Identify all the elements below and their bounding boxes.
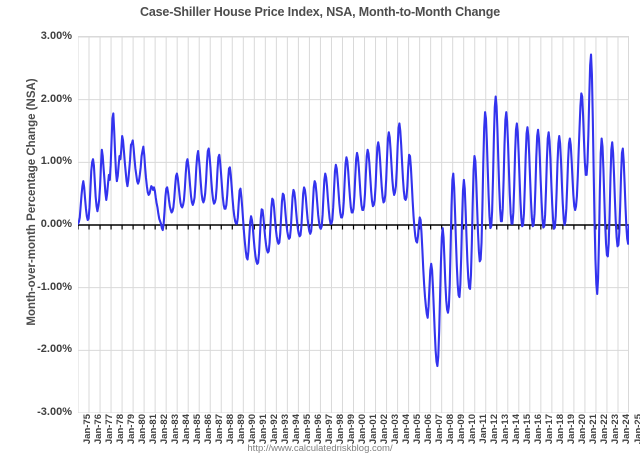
x-axis-tick-label: Jan-04	[401, 414, 413, 445]
x-axis-tick-label: Jan-91	[257, 414, 269, 445]
x-axis-tick-label: Jan-19	[566, 414, 578, 445]
y-axis-tick-label: -2.00%	[37, 343, 72, 356]
x-axis-tick-label: Jan-92	[268, 414, 280, 445]
x-axis-tick-label: Jan-98	[334, 414, 346, 445]
x-axis-tick-label: Jan-16	[533, 414, 545, 445]
x-axis-tick-label: Jan-03	[390, 414, 402, 445]
x-axis-tick-label: Jan-88	[224, 414, 236, 445]
x-axis-tick-label: Jan-80	[136, 414, 148, 445]
x-axis-tick-label: Jan-99	[345, 414, 357, 445]
x-axis-tick-label: Jan-96	[312, 414, 324, 445]
y-axis-tick-label: 3.00%	[40, 30, 72, 42]
x-axis-tick-label: Jan-89	[235, 414, 247, 445]
y-axis-tick-labels: 3.00% 2.00% 1.00% 0.00% -1.00% -2.00% -3.00%	[6, 0, 72, 459]
x-axis-tick-label: Jan-11	[478, 414, 490, 444]
y-axis-tick-label: 0.00%	[40, 218, 72, 230]
x-axis-tick-label: Jan-95	[301, 414, 313, 445]
x-axis-tick-label: Jan-93	[279, 414, 291, 445]
x-axis-tick-label: Jan-82	[158, 414, 170, 445]
x-axis-tick-label: Jan-01	[368, 414, 380, 445]
y-axis-tick-label: 1.00%	[40, 155, 72, 168]
y-axis-tick-label: -3.00%	[37, 406, 72, 418]
x-axis-tick-label: Jan-78	[114, 414, 126, 445]
x-axis-tick-label: Jan-22	[599, 414, 611, 445]
x-axis-tick-label: Jan-85	[191, 414, 203, 445]
chart-plot-svg	[78, 37, 629, 413]
x-axis-tick-label: Jan-12	[489, 414, 501, 445]
x-axis-tick-label: Jan-90	[246, 414, 258, 445]
y-axis-tick-label: 2.00%	[40, 92, 72, 105]
x-axis-tick-label: Jan-76	[92, 414, 104, 445]
x-axis-tick-label: Jan-13	[500, 414, 512, 445]
x-axis-tick-label: Jan-77	[103, 414, 115, 445]
x-axis-tick-label: Jan-21	[588, 414, 600, 445]
x-axis-tick-label: Jan-75	[81, 414, 93, 445]
data-series-line	[78, 53, 629, 368]
x-axis-tick-label: Jan-08	[445, 414, 457, 445]
source-note: http://www.calculatedriskblog.com/	[247, 443, 393, 454]
x-axis-tick-label: Jan-05	[412, 414, 424, 445]
chart-title: Case-Shiller House Price Index, NSA, Mon…	[139, 5, 501, 19]
x-axis-tick-label: Jan-81	[147, 414, 159, 445]
x-axis-tick-label: Jan-18	[555, 414, 567, 445]
y-axis-tick-label: -1.00%	[37, 280, 72, 293]
x-axis-tick-label: Jan-17	[544, 414, 556, 445]
x-axis-tick-label: Jan-14	[511, 414, 523, 445]
x-axis-tick-label: Jan-87	[213, 414, 225, 445]
x-axis-tick-label: Jan-09	[456, 414, 468, 445]
x-axis-tick-label: Jan-20	[577, 414, 589, 445]
x-axis-tick-label: Jan-10	[467, 414, 479, 445]
x-axis-tick-label: Jan-07	[434, 414, 446, 445]
x-axis-tick-label: Jan-94	[290, 414, 302, 445]
x-axis-tick-label: Jan-02	[379, 414, 391, 445]
x-axis-tick-label: Jan-24	[621, 414, 633, 445]
x-axis-tick-label: Jan-84	[180, 414, 192, 445]
x-axis-tick-label: Jan-97	[323, 414, 335, 445]
x-axis-tick-label: Jan-83	[169, 414, 181, 445]
horizontal-gridlines	[78, 37, 629, 413]
x-axis-tick-label: Jan-15	[522, 414, 534, 445]
plot-area	[78, 36, 629, 413]
x-axis-tick-label: Jan-00	[357, 414, 368, 445]
x-axis-tick-label: Jan-79	[125, 414, 137, 445]
x-axis-tick-label: Jan-25	[632, 414, 640, 445]
x-axis-tick-label: Jan-23	[610, 414, 622, 445]
x-axis-tick-label: Jan-86	[202, 414, 214, 445]
x-axis-tick-label: Jan-06	[423, 414, 435, 445]
